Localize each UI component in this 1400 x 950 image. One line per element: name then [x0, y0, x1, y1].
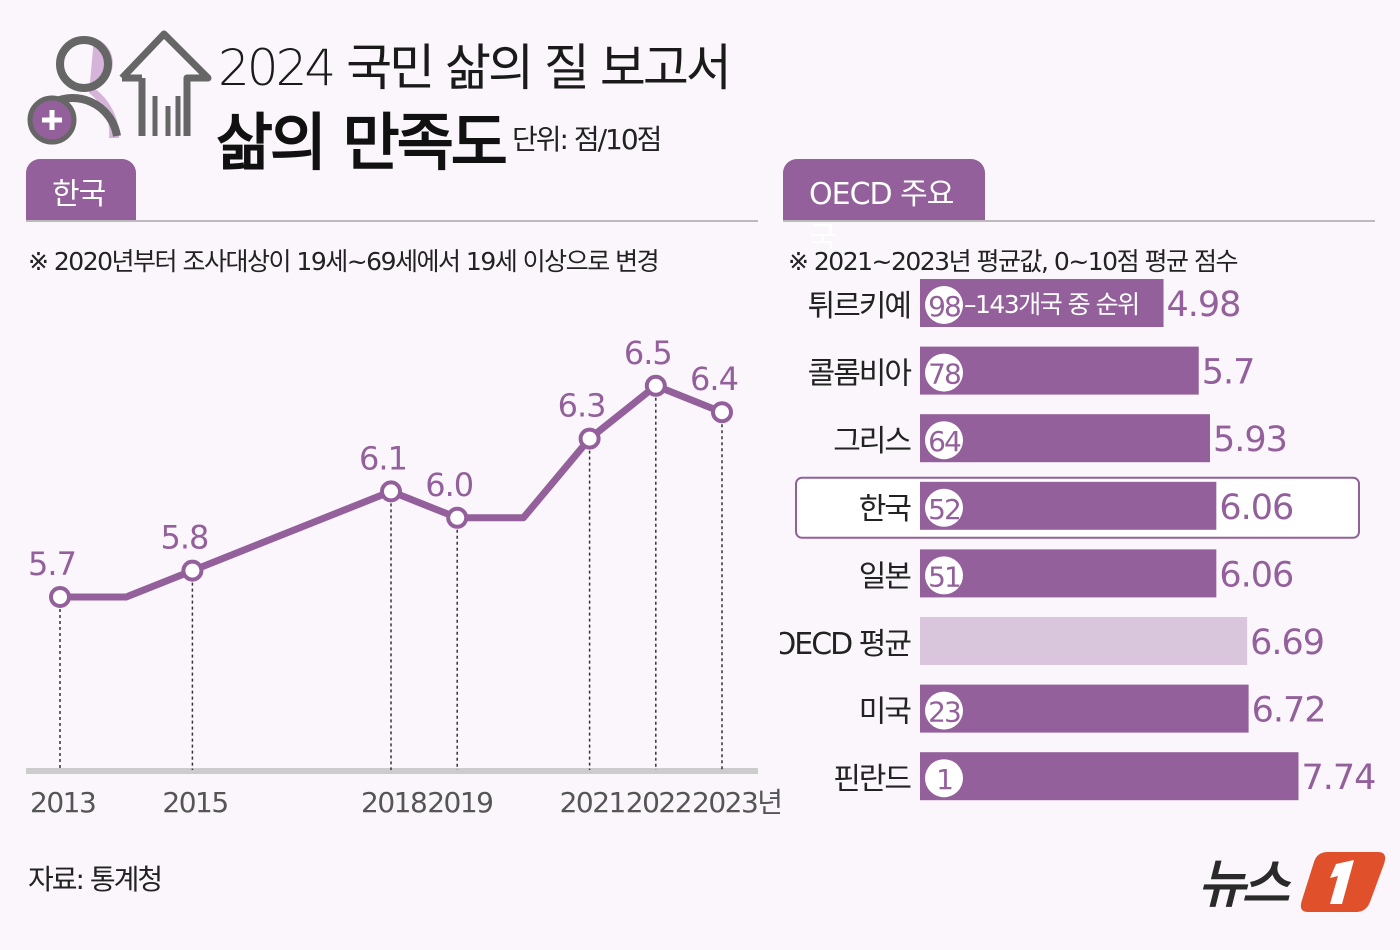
data-label: 5.7	[28, 545, 76, 583]
category-label: 튀르키예	[808, 289, 910, 324]
x-tick-label: 2023년	[692, 786, 780, 819]
divider	[26, 220, 758, 222]
data-point	[578, 427, 601, 450]
data-point	[380, 480, 402, 503]
bar-note: ※ 2021~2023년 평균값, 0~10점 평균 점수	[788, 247, 1239, 276]
rank-note: –143개국 중 순위	[964, 290, 1139, 319]
bar	[920, 346, 1199, 395]
value-label: 6.06	[1219, 555, 1293, 595]
value-label: 5.93	[1213, 420, 1287, 460]
x-axis	[26, 768, 758, 774]
data-label: 6.5	[624, 334, 672, 372]
source: 자료: 통계청	[28, 863, 163, 896]
data-point	[446, 506, 469, 529]
data-point	[644, 374, 667, 397]
rank-label: 78	[928, 358, 960, 391]
rank-circle	[925, 556, 963, 595]
rank-label: 1	[936, 763, 952, 796]
rank-circle	[925, 488, 963, 527]
category-label: 콜롬비아	[808, 357, 912, 392]
rank-circle	[925, 691, 963, 730]
x-tick-label: 2019	[427, 786, 492, 819]
category-label: 일본	[859, 559, 911, 594]
data-label: 6.0	[425, 466, 473, 504]
rank-label: 64	[928, 425, 961, 458]
bar	[920, 752, 1299, 801]
rank-circle	[925, 759, 963, 798]
life-quality-icon	[27, 30, 212, 145]
value-label: 6.06	[1219, 488, 1293, 528]
category-label: 한국	[859, 492, 912, 527]
data-label: 6.4	[690, 360, 738, 398]
value-label: 6.69	[1250, 623, 1324, 663]
value-label: 6.72	[1252, 691, 1326, 731]
tab-oecd: OECD 주요국	[783, 159, 985, 256]
data-label: 6.3	[558, 387, 606, 425]
data-label: 6.1	[359, 439, 407, 477]
data-point	[711, 401, 733, 424]
unit-label: 단위: 점/10점	[512, 123, 662, 156]
rank-label: 98	[928, 290, 960, 323]
line-chart: 5.7 5.8 6.1 6.0 6.3 6.5 6.4 2013 2015 2018 2019 202…	[26, 334, 780, 819]
bar	[920, 684, 1249, 733]
bar	[920, 617, 1248, 665]
x-tick-label: 2021	[560, 786, 625, 819]
data-point	[181, 559, 204, 582]
tab-korea: 한국	[26, 159, 136, 221]
x-tick-label: 2013	[30, 786, 95, 819]
value-label: 7.74	[1301, 758, 1375, 798]
bar	[920, 481, 1217, 530]
title: 2024 국민 삶의 질 보고서	[218, 39, 732, 97]
rank-circle	[925, 353, 963, 392]
news1-logo: 뉴스	[1198, 852, 1386, 915]
bar	[920, 549, 1217, 598]
x-tick-label: 2015	[162, 786, 227, 819]
rank-label: 52	[928, 493, 960, 526]
value-label: 5.7	[1202, 353, 1255, 393]
category-label: 그리스	[833, 424, 911, 459]
data-point	[49, 586, 71, 608]
category-label: OECD 평균	[780, 627, 911, 662]
rank-label: 51	[928, 560, 960, 593]
x-tick-label: 2018	[361, 786, 426, 819]
bar	[920, 414, 1210, 463]
category-label: 미국	[859, 695, 912, 730]
category-label: 핀란드	[833, 762, 911, 797]
data-label: 5.8	[160, 519, 208, 557]
divider	[783, 220, 1375, 222]
rank-circle	[925, 286, 963, 324]
line-note: ※ 2020년부터 조사대상이 19세~69세에서 19세 이상으로 변경	[28, 247, 660, 276]
rank-label: 23	[928, 696, 960, 729]
value-label: 4.98	[1167, 285, 1241, 325]
x-tick-label: 2022	[626, 786, 691, 819]
subtitle: 삶의 만족도	[216, 106, 508, 179]
rank-circle	[925, 421, 963, 460]
svg-text:뉴스: 뉴스	[1198, 855, 1292, 915]
